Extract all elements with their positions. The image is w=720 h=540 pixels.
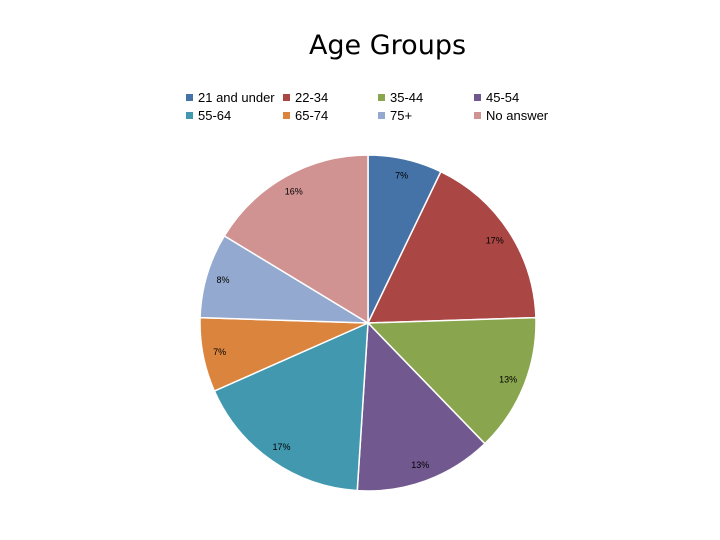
slice-label: 16% [285,186,303,196]
legend-swatch [474,112,481,119]
legend-swatch [474,94,481,101]
pie-slice [213,321,369,492]
slice-label: 13% [499,375,517,385]
pie-slice [366,170,537,324]
legend-item: No answer [474,108,548,123]
legend-label: 21 and under [198,90,275,105]
legend-swatch [378,94,385,101]
legend-item: 75+ [378,108,412,123]
chart-legend: 21 and under 22-34 35-44 45-54 55-64 65-74 75+… [0,0,720,130]
slice-label: 8% [216,275,229,285]
legend-swatch [283,94,290,101]
slice-label: 7% [395,171,408,181]
pie-slice [356,321,486,492]
slice-label: 17% [272,442,290,452]
legend-item: 35-44 [378,90,423,105]
legend-label: 22-34 [295,90,329,105]
legend-label: 55-64 [198,108,232,123]
legend-label: 45-54 [486,90,520,105]
pie-slice [223,154,369,325]
chart-title: Age Groups [308,30,467,61]
legend-item: 65-74 [283,108,328,123]
legend-swatch [186,94,193,101]
legend-label: 35-44 [390,90,424,105]
pie-slice [366,316,537,445]
legend-item: 21 and under [186,90,275,105]
slice-label: 13% [411,460,429,470]
legend-item: 22-34 [283,90,328,105]
legend-item: 55-64 [186,108,231,123]
legend-label: No answer [486,108,549,123]
legend-swatch [186,112,193,119]
legend-swatch [378,112,385,119]
legend-label: 65-74 [295,108,329,123]
legend-swatch [283,112,290,119]
slice-label: 7% [213,347,226,357]
legend-item: 45-54 [474,90,519,105]
slice-label: 17% [486,236,504,246]
legend-label: 75+ [390,108,413,123]
